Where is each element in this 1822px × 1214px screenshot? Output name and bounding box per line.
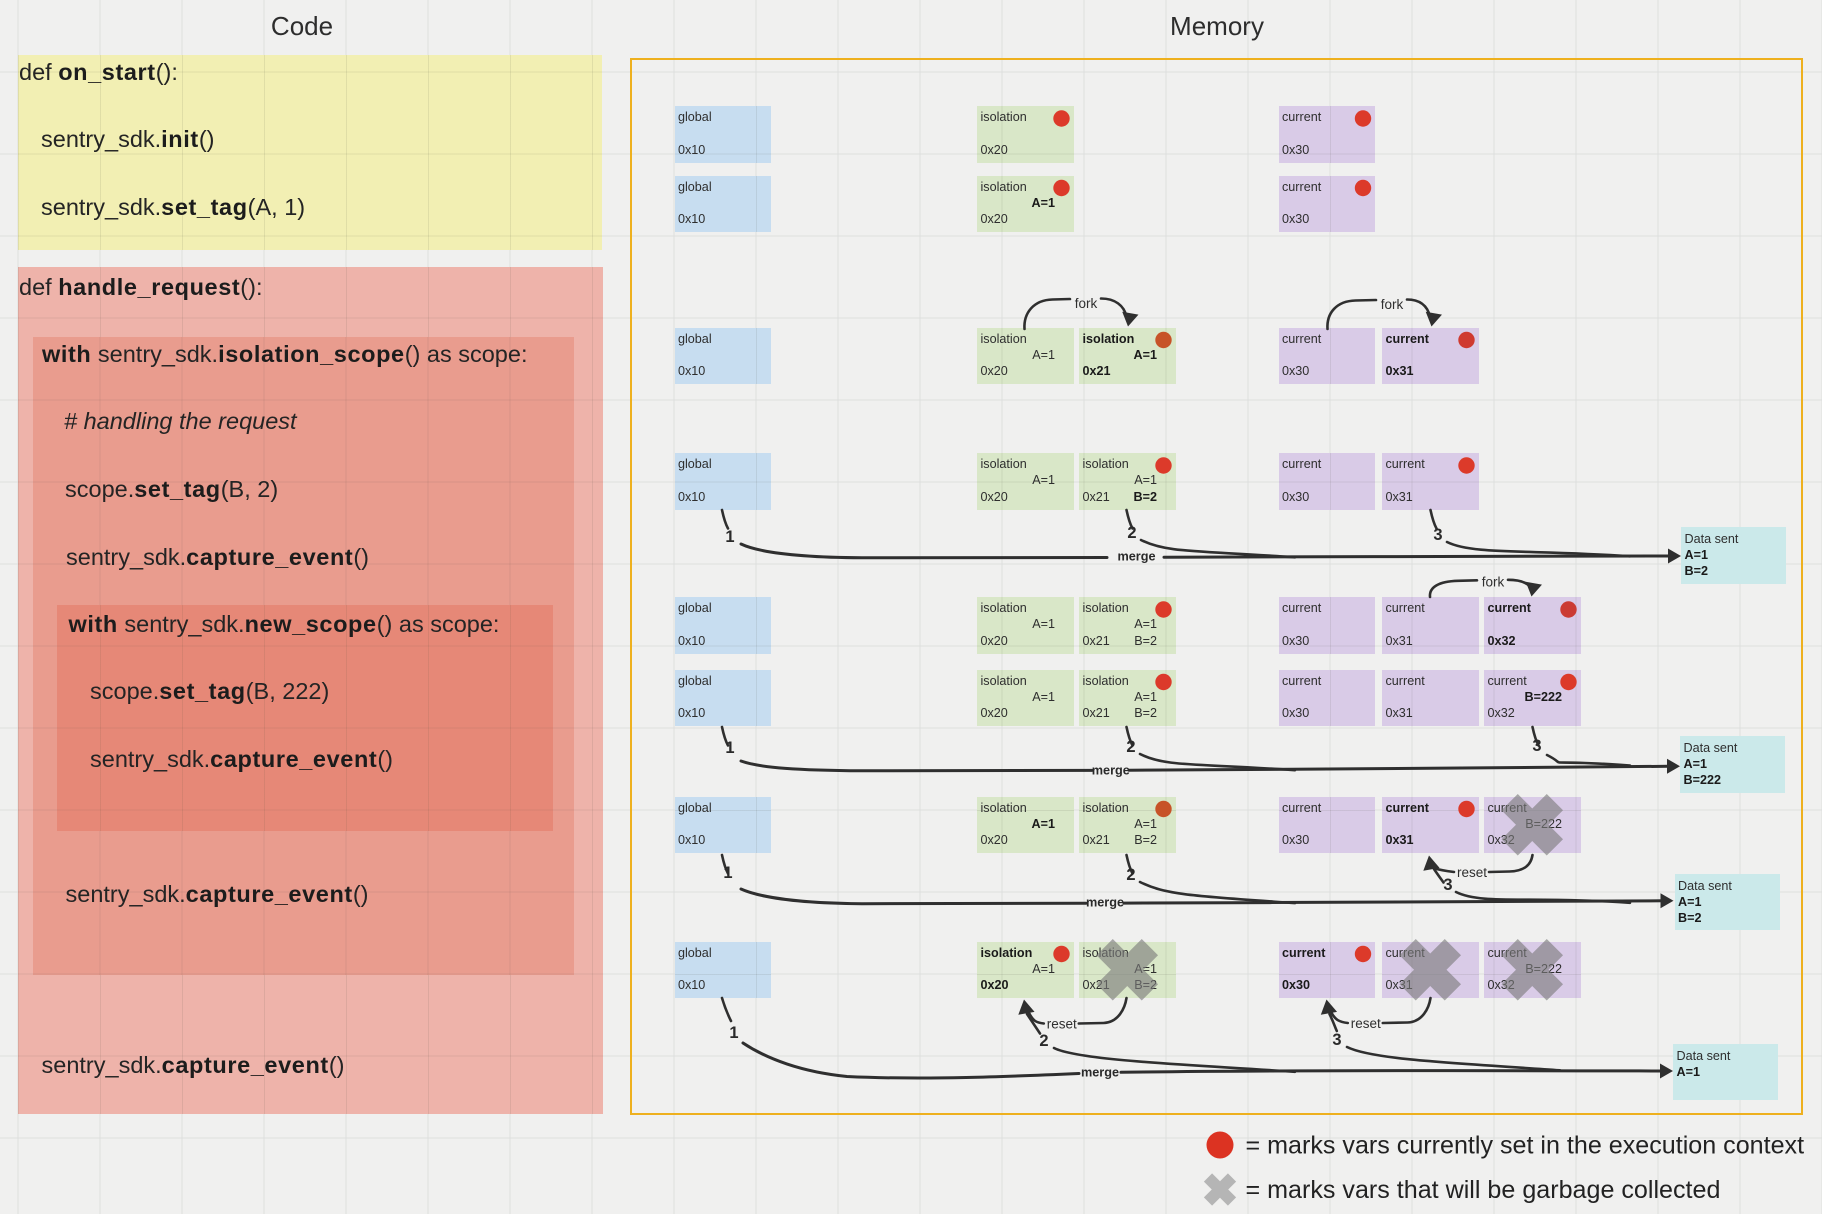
svg-text:fork: fork bbox=[1381, 297, 1404, 312]
svg-text:merge: merge bbox=[1092, 763, 1130, 777]
svg-text:2: 2 bbox=[1126, 738, 1135, 756]
svg-text:merge: merge bbox=[1086, 896, 1124, 910]
svg-text:merge: merge bbox=[1117, 550, 1155, 564]
svg-text:3: 3 bbox=[1443, 876, 1452, 894]
svg-text:1: 1 bbox=[725, 739, 734, 757]
svg-text:1: 1 bbox=[725, 528, 734, 546]
svg-text:merge: merge bbox=[1081, 1066, 1119, 1080]
svg-text:reset: reset bbox=[1047, 1017, 1077, 1032]
svg-text:1: 1 bbox=[729, 1024, 738, 1042]
svg-text:= marks vars currently set in: = marks vars currently set in the execut… bbox=[1246, 1132, 1805, 1160]
svg-text:= marks vars that will be garb: = marks vars that will be garbage collec… bbox=[1246, 1176, 1721, 1204]
svg-text:reset: reset bbox=[1351, 1016, 1381, 1031]
svg-text:fork: fork bbox=[1482, 574, 1505, 589]
svg-text:2: 2 bbox=[1039, 1032, 1048, 1050]
svg-text:2: 2 bbox=[1127, 524, 1136, 542]
svg-text:1: 1 bbox=[723, 864, 732, 882]
svg-text:3: 3 bbox=[1532, 737, 1541, 755]
svg-text:2: 2 bbox=[1126, 866, 1135, 884]
svg-text:3: 3 bbox=[1332, 1031, 1341, 1049]
svg-text:fork: fork bbox=[1075, 296, 1098, 311]
svg-text:reset: reset bbox=[1457, 865, 1487, 880]
svg-text:3: 3 bbox=[1433, 526, 1442, 544]
